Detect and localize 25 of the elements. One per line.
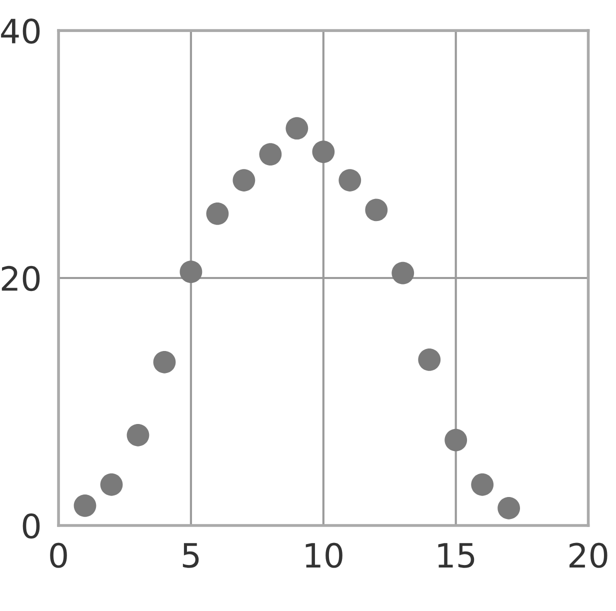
y-tick-label: 20 (2, 266, 40, 292)
x-tick-label: 20 (570, 542, 608, 568)
point (232, 169, 256, 192)
point (338, 169, 362, 192)
point (365, 198, 388, 222)
point (206, 202, 229, 225)
point (180, 260, 202, 284)
point (392, 262, 414, 284)
y-tick-label: 40 (1, 18, 40, 44)
point (126, 424, 150, 446)
point (100, 473, 123, 496)
y-tick-label: 0 (22, 513, 40, 539)
x-tick-label: 5 (182, 543, 199, 568)
point (418, 348, 441, 371)
point (153, 350, 176, 374)
point (74, 494, 96, 517)
point (444, 428, 468, 452)
x-tick-label: 15 (438, 543, 474, 568)
point (312, 140, 335, 163)
x-tick-label: 0 (50, 542, 67, 568)
x-tick-label: 10 (306, 542, 342, 568)
point (259, 143, 282, 166)
point (471, 473, 494, 496)
point (286, 117, 308, 140)
point (498, 496, 520, 520)
